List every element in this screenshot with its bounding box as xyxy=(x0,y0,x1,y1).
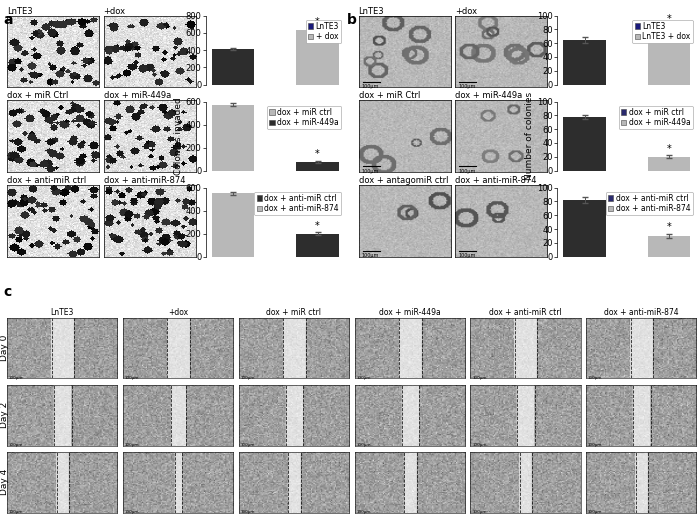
Bar xyxy=(296,30,339,85)
Text: dox + miR Ctrl: dox + miR Ctrl xyxy=(7,91,69,100)
Text: LnTE3: LnTE3 xyxy=(358,7,384,16)
Text: *: * xyxy=(315,221,320,231)
Title: dox + anti-miR-874: dox + anti-miR-874 xyxy=(604,308,679,317)
Text: 100μm: 100μm xyxy=(356,443,371,447)
Bar xyxy=(648,157,690,170)
Text: *: * xyxy=(666,222,671,232)
Text: 100μm: 100μm xyxy=(473,510,486,514)
Text: 100μm: 100μm xyxy=(458,84,475,89)
Bar xyxy=(564,117,606,170)
Text: dox + anti-miR-874: dox + anti-miR-874 xyxy=(104,176,185,185)
Text: 100μm: 100μm xyxy=(241,510,255,514)
Bar xyxy=(296,234,339,257)
Y-axis label: Colonies invaded: Colonies invaded xyxy=(174,97,183,175)
Text: dox + miR-449a: dox + miR-449a xyxy=(455,91,522,100)
Text: 100μm: 100μm xyxy=(361,84,379,89)
Bar xyxy=(212,105,254,170)
Text: dox + miR Ctrl: dox + miR Ctrl xyxy=(358,91,420,100)
Title: dox + miR ctrl: dox + miR ctrl xyxy=(266,308,321,317)
Text: LnTE3: LnTE3 xyxy=(7,7,33,16)
Bar xyxy=(212,194,254,257)
Legend: LnTE3, + dox: LnTE3, + dox xyxy=(306,19,341,43)
Title: dox + miR-449a: dox + miR-449a xyxy=(379,308,440,317)
Text: 100μm: 100μm xyxy=(458,254,475,258)
Bar xyxy=(564,40,606,85)
Text: +dox: +dox xyxy=(455,7,477,16)
Text: dox + antagomiR ctrl: dox + antagomiR ctrl xyxy=(358,176,448,185)
Title: dox + anti-miR ctrl: dox + anti-miR ctrl xyxy=(489,308,562,317)
Text: 100μm: 100μm xyxy=(356,510,371,514)
Text: 100μm: 100μm xyxy=(125,376,139,380)
Legend: dox + anti-miR ctrl, dox + anti-miR-874: dox + anti-miR ctrl, dox + anti-miR-874 xyxy=(254,191,341,215)
Text: dox + miR-449a: dox + miR-449a xyxy=(104,91,171,100)
Title: LnTE3: LnTE3 xyxy=(50,308,74,317)
Bar xyxy=(212,49,254,85)
Legend: dox + miR ctrl, dox + miR-449a: dox + miR ctrl, dox + miR-449a xyxy=(267,106,341,129)
Title: +dox: +dox xyxy=(168,308,188,317)
Text: dox + anti-miR-874: dox + anti-miR-874 xyxy=(455,176,537,185)
Text: 100μm: 100μm xyxy=(356,376,371,380)
Text: 100μm: 100μm xyxy=(9,376,23,380)
Text: 100μm: 100μm xyxy=(458,169,475,174)
Text: 100μm: 100μm xyxy=(588,510,603,514)
Text: 100μm: 100μm xyxy=(588,376,603,380)
Text: 100μm: 100μm xyxy=(361,169,379,174)
Bar xyxy=(296,162,339,170)
Y-axis label: Day 0: Day 0 xyxy=(0,335,8,361)
Text: 100μm: 100μm xyxy=(125,443,139,447)
Y-axis label: Number of colonies: Number of colonies xyxy=(525,92,534,180)
Text: 100μm: 100μm xyxy=(588,443,603,447)
Legend: LnTE3, LnTE3 + dox: LnTE3, LnTE3 + dox xyxy=(632,19,693,43)
Text: b: b xyxy=(346,13,356,27)
Text: 100μm: 100μm xyxy=(473,376,486,380)
Text: c: c xyxy=(4,285,12,299)
Bar xyxy=(648,236,690,257)
Text: 100μm: 100μm xyxy=(125,510,139,514)
Text: dox + anti-miR ctrl: dox + anti-miR ctrl xyxy=(7,176,86,185)
Text: +dox: +dox xyxy=(104,7,126,16)
Text: 100μm: 100μm xyxy=(241,376,255,380)
Text: 100μm: 100μm xyxy=(473,443,486,447)
Text: 100μm: 100μm xyxy=(361,254,379,258)
Text: *: * xyxy=(315,17,320,27)
Text: a: a xyxy=(4,13,13,27)
Bar xyxy=(648,28,690,85)
Y-axis label: Day 2: Day 2 xyxy=(0,402,8,428)
Text: 100μm: 100μm xyxy=(9,510,23,514)
Text: *: * xyxy=(315,149,320,160)
Legend: dox + anti-miR ctrl, dox + anti-miR-874: dox + anti-miR ctrl, dox + anti-miR-874 xyxy=(606,191,693,215)
Legend: dox + miR ctrl, dox + miR-449a: dox + miR ctrl, dox + miR-449a xyxy=(619,106,693,129)
Text: 100μm: 100μm xyxy=(241,443,255,447)
Text: *: * xyxy=(666,14,671,24)
Text: *: * xyxy=(666,144,671,154)
Y-axis label: Day 4: Day 4 xyxy=(0,469,8,495)
Text: 100μm: 100μm xyxy=(9,443,23,447)
Bar xyxy=(564,200,606,257)
